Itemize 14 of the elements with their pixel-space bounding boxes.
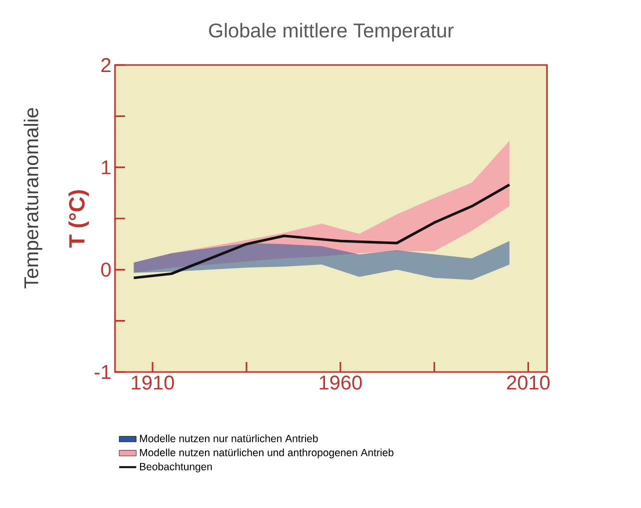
y-tick-label: 1 (102, 160, 111, 174)
x-tick-label: 1910 (132, 376, 174, 390)
y-tick-label: -1 (94, 365, 111, 379)
y-tick-label: 2 (101, 58, 110, 72)
chart-title: Globale mittlere Temperatur (209, 22, 454, 42)
text: Temperaturanomalie (24, 108, 42, 288)
legend-label: Beobachtungen (140, 462, 212, 472)
x-tick-label: 2010 (507, 376, 550, 390)
legend-label: Modelle nutzen natürlichen und anthropogenen Antrieb (140, 448, 394, 458)
line-series (132, 183, 511, 280)
legend-label: Modelle nutzen nur natürlichen Antrieb (140, 434, 318, 442)
y-tick-label: 0 (101, 262, 111, 277)
x-tick-label: 1960 (320, 376, 362, 390)
y-axis-title: T (°C) (68, 190, 89, 248)
